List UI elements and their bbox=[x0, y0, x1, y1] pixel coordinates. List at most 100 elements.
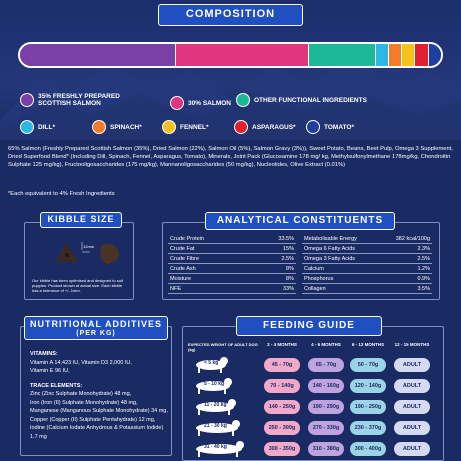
legend-item: 35% FRESHLY PREPARED SCOTTISH SALMON bbox=[20, 93, 120, 107]
analytical-value: 0.9% bbox=[379, 273, 432, 284]
analytical-row: Crude Ash 8% bbox=[168, 263, 296, 274]
feeding-bowl-value: 50 - 70g bbox=[350, 358, 386, 372]
trace-line: Copper (Copper (II) Sulphate Pentahydrat… bbox=[30, 416, 156, 423]
feeding-bowl-value: 300 - 400g bbox=[350, 442, 386, 456]
analytical-key: Phosphorus bbox=[302, 273, 380, 284]
svg-text:12mm: 12mm bbox=[83, 244, 95, 249]
legend-label: TOMATO* bbox=[324, 124, 354, 131]
analytical-value: 2.3% bbox=[379, 243, 432, 254]
legend-item: TOMATO* bbox=[306, 120, 354, 134]
ingredients-text: 65% Salmon (Freshly Prepared Scottish Sa… bbox=[8, 146, 453, 168]
composition-banner: COMPOSITION bbox=[158, 4, 303, 26]
analytical-value: 2.5% bbox=[252, 253, 296, 264]
legend-swatch-icon bbox=[236, 93, 250, 107]
dog-silhouette-icon bbox=[196, 378, 232, 394]
legend-item: OTHER FUNCTIONAL INGREDIENTS bbox=[236, 93, 367, 107]
feeding-bowl-value: 45 - 70g bbox=[264, 358, 300, 372]
analytical-value: 8% bbox=[252, 273, 296, 284]
legend-label: FENNEL* bbox=[180, 124, 209, 131]
trace-line: Iodine (Calcium Iodate Anhydrous & Potas… bbox=[30, 425, 164, 440]
feeding-column-header: 6 - 12 MONTHS bbox=[351, 342, 385, 347]
feeding-column-header: 4 - 6 MONTHS bbox=[311, 342, 341, 347]
feeding-bowl-value: 250 - 300g bbox=[264, 421, 300, 435]
legend-label: OTHER FUNCTIONAL INGREDIENTS bbox=[254, 97, 367, 104]
analytical-key: Calcium bbox=[302, 263, 380, 274]
feeding-bowl-value: ADULT bbox=[394, 442, 430, 456]
analytical-row: Omega 6 Fatty Acids 2.3% bbox=[302, 243, 432, 254]
analytical-key: NFE bbox=[168, 283, 253, 294]
kibble-shapes-icon: 12mm bbox=[56, 242, 119, 264]
analytical-value: 382 kcal/100g bbox=[379, 234, 432, 244]
feeding-bowl-value: ADULT bbox=[394, 421, 430, 435]
feeding-bowl-value: 190 - 290g bbox=[308, 400, 344, 414]
feeding-bowl-value: 65 - 70g bbox=[308, 358, 344, 372]
feeding-bowl-value: 310 - 380g bbox=[308, 442, 344, 456]
feeding-bowl-value: 190 - 250g bbox=[350, 400, 386, 414]
analytical-value: 3.5% bbox=[379, 283, 432, 294]
feeding-weight-label: 31 - 40 kg bbox=[204, 444, 227, 450]
mountain-silhouette-icon bbox=[0, 55, 461, 140]
legend-swatch-icon bbox=[162, 120, 176, 134]
trace-heading: TRACE ELEMENTS: bbox=[30, 382, 83, 389]
legend-item: FENNEL* bbox=[162, 120, 209, 134]
feeding-bowl-value: ADULT bbox=[394, 400, 430, 414]
trace-line: Zinc (Zinc Sulphate Monohydrate) 48 mg, bbox=[30, 391, 132, 397]
analytical-row: Phosphorus 0.9% bbox=[302, 273, 432, 284]
analytical-value: 33% bbox=[252, 283, 296, 294]
legend-item: ASPARAGUS* bbox=[234, 120, 296, 134]
feeding-bowl-value: ADULT bbox=[394, 379, 430, 393]
additives-title: NUTRITIONAL ADDITIVES bbox=[29, 319, 162, 329]
analytical-value: 8% bbox=[252, 263, 296, 274]
legend-swatch-icon bbox=[306, 120, 320, 134]
composition-segment bbox=[308, 44, 375, 66]
analytical-row: NFE 33% bbox=[168, 283, 296, 294]
composition-segment bbox=[20, 44, 176, 66]
legend-swatch-icon bbox=[20, 120, 34, 134]
analytical-value: 1.2% bbox=[379, 263, 432, 274]
composition-segment bbox=[374, 44, 388, 66]
legend-label: 30% SALMON bbox=[188, 100, 231, 107]
analytical-value: 33.5% bbox=[252, 234, 296, 244]
analytical-row: Moisture 8% bbox=[168, 273, 296, 284]
analytical-key: Omega 6 Fatty Acids bbox=[302, 243, 380, 254]
legend-swatch-icon bbox=[20, 93, 34, 107]
feeding-bowl-value: 120 - 140g bbox=[350, 379, 386, 393]
analytical-table-left: Crude Protein 33.5% Crude Fat 15% Crude Fibr… bbox=[168, 234, 296, 294]
analytical-key: Moisture bbox=[168, 273, 253, 284]
feeding-bowl-value: 230 - 370g bbox=[350, 421, 386, 435]
legend-item: DILL* bbox=[20, 120, 55, 134]
feeding-weight-label: < 5 kg bbox=[204, 360, 219, 366]
composition-segment bbox=[401, 44, 415, 66]
feeding-weight-label: 5 - 10 kg bbox=[204, 381, 225, 387]
legend-swatch-icon bbox=[170, 96, 184, 110]
analytical-key: Crude Fat bbox=[168, 243, 253, 254]
composition-segment bbox=[427, 44, 441, 66]
additives-banner: NUTRITIONAL ADDITIVES (PER KG) bbox=[24, 316, 168, 340]
composition-segment bbox=[414, 44, 428, 66]
analytical-key: Crude Ash bbox=[168, 263, 253, 274]
analytical-key: Collagen bbox=[302, 283, 380, 294]
dog-silhouette-icon bbox=[196, 399, 236, 415]
legend-item: SPINACH* bbox=[92, 120, 142, 134]
feeding-weight-label: 21 - 30 kg bbox=[204, 423, 227, 429]
analytical-row: Crude Fibre 2.5% bbox=[168, 253, 296, 264]
feeding-bowl-value: 140 - 250g bbox=[264, 400, 300, 414]
analytical-value: 15% bbox=[252, 243, 296, 254]
additives-subtitle: (PER KG) bbox=[76, 330, 116, 337]
analytical-row: Omega 3 Fatty Acids 2.5% bbox=[302, 253, 432, 264]
legend-swatch-icon bbox=[234, 120, 248, 134]
analytical-row: Crude Protein 33.5% bbox=[168, 234, 296, 244]
composition-segment bbox=[175, 44, 309, 66]
vitamins-heading: VITAMINS: bbox=[30, 351, 58, 357]
analytical-key: Crude Fibre bbox=[168, 253, 253, 264]
feeding-weight-head: EXPECTED WEIGHT OF ADULT DOG (kg) bbox=[188, 342, 258, 352]
vitamins-line: Vitamin E 96 IU, bbox=[30, 368, 70, 374]
analytical-row: Collagen 3.5% bbox=[302, 283, 432, 294]
feeding-column-header: 12 - 15 MONTHS bbox=[394, 342, 430, 347]
feeding-column-header: 2 - 4 MONTHS bbox=[267, 342, 297, 347]
feeding-weight-label: 11 - 20 kg bbox=[204, 402, 227, 408]
dog-silhouette-icon bbox=[196, 441, 244, 457]
analytical-key: Omega 3 Fatty Acids bbox=[302, 253, 380, 264]
feeding-bowl-value: 270 - 330g bbox=[308, 421, 344, 435]
feeding-bowl-value: 140 - 160g bbox=[308, 379, 344, 393]
